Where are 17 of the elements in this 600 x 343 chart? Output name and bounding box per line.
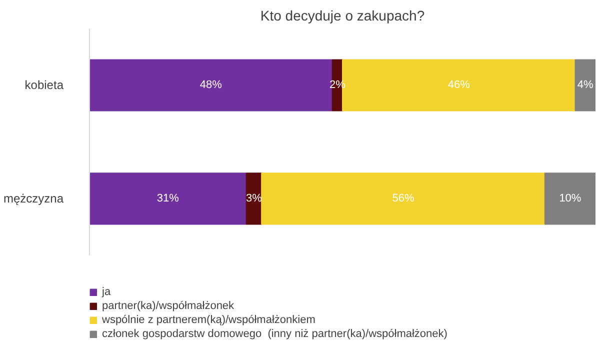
data-label: 10% <box>559 192 582 205</box>
y-tick-label: mężczyzna <box>3 192 64 206</box>
chart-title: Kto decyduje o zakupach? <box>260 8 425 24</box>
y-tick-label: kobieta <box>24 78 64 92</box>
bar <box>574 59 596 112</box>
data-label: 4% <box>577 79 594 92</box>
legend-label: partner(ka)/współmałżonek <box>102 300 234 312</box>
bar <box>90 172 247 225</box>
legend-label: członek gospodarstw domowego (inny niż partner(ka)/współmałżonek) <box>102 328 448 340</box>
data-label: 56% <box>392 192 414 205</box>
legend-label: ja <box>102 286 112 298</box>
data-label: 48% <box>200 79 222 92</box>
data-label: 46% <box>448 79 470 92</box>
data-label: 31% <box>156 192 180 205</box>
bar <box>261 172 546 225</box>
bar <box>544 172 596 225</box>
legend-label: wspólnie z partnerem(ką)/współmałżonkiem <box>102 314 316 326</box>
